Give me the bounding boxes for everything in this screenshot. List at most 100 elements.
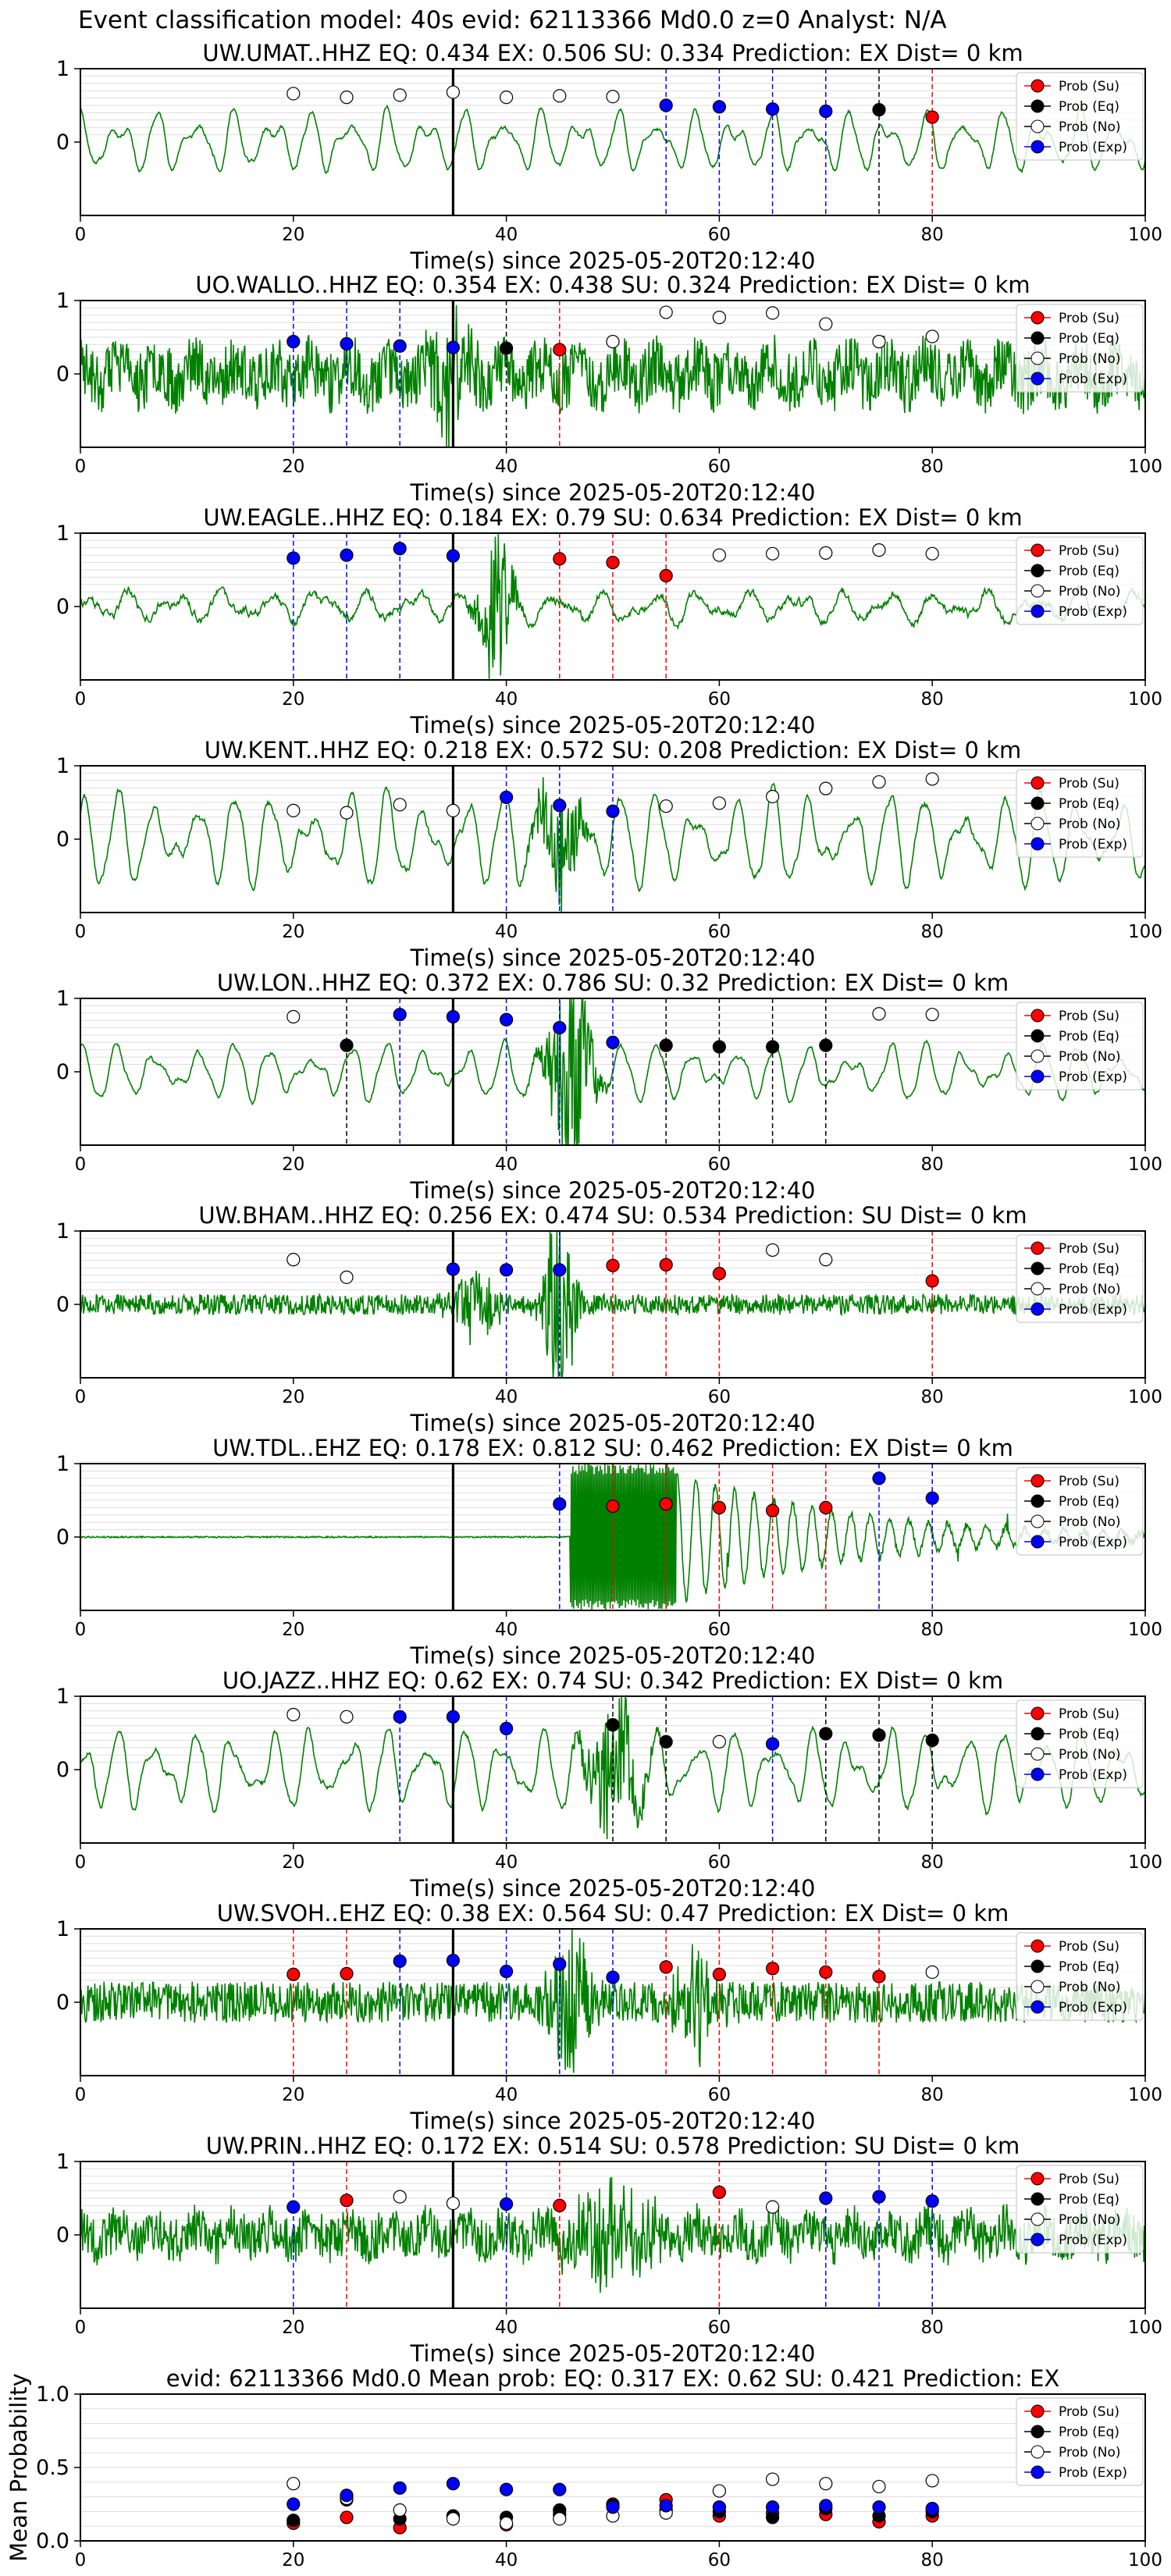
x-axis-label: Time(s) since 2025-05-20T20:12:40 xyxy=(410,247,816,274)
legend-label: Prob (No) xyxy=(1059,1980,1121,1995)
x-tick-label: 40 xyxy=(495,1620,518,1640)
prob-point-exp xyxy=(925,2194,939,2208)
panel-3: 0 20 40 60 80 100 1 0 UW.EAGLE..HHZ EQ: 0.184 EX… xyxy=(56,504,1162,738)
prob-point-no xyxy=(287,803,301,817)
prob-point-eq xyxy=(606,1718,620,1732)
legend-label: Prob (Exp) xyxy=(1059,2000,1127,2016)
legend-marker-eq xyxy=(1030,1727,1045,1741)
x-tick-label: 100 xyxy=(1128,2085,1162,2105)
x-tick-label: 40 xyxy=(495,2550,518,2571)
prob-point-eq xyxy=(925,1733,939,1747)
prob-point-exp xyxy=(925,1491,939,1505)
legend-label: Prob (Su) xyxy=(1059,776,1119,792)
prob-point-su xyxy=(606,1499,620,1514)
legend-label: Prob (Exp) xyxy=(1059,372,1127,387)
legend-label: Prob (Su) xyxy=(1059,1009,1119,1024)
legend-marker-su xyxy=(1030,1939,1045,1953)
prob-point-exp xyxy=(340,336,354,351)
legend-marker-exp xyxy=(1030,837,1045,851)
legend-marker-exp xyxy=(1030,372,1045,386)
legend-marker-eq xyxy=(1030,2425,1045,2439)
x-tick-label: 20 xyxy=(282,225,304,245)
prob-point-no xyxy=(340,1710,354,1724)
prob-point-no xyxy=(340,91,354,105)
x-tick-label: 60 xyxy=(708,457,731,477)
x-tick-label: 80 xyxy=(921,689,944,710)
legend-marker-exp xyxy=(1030,1069,1045,1083)
prob-point-eq xyxy=(340,1038,354,1052)
y-tick-label: 0 xyxy=(56,362,69,386)
x-tick-label: 20 xyxy=(282,922,304,942)
y-tick-label: 1 xyxy=(56,57,69,81)
prob-point-no xyxy=(446,2196,461,2211)
legend-marker-su xyxy=(1030,776,1045,790)
mean-point-exp xyxy=(553,2482,567,2496)
legend-box xyxy=(1016,536,1144,625)
x-tick-label: 80 xyxy=(921,2085,944,2105)
prob-point-su xyxy=(659,1258,673,1272)
legend-marker-su xyxy=(1030,311,1045,325)
x-tick-label: 80 xyxy=(921,1387,944,1407)
prob-point-exp xyxy=(446,340,461,354)
prob-point-exp xyxy=(287,335,301,349)
y-tick-label: 0 xyxy=(56,1525,69,1550)
prob-point-exp xyxy=(499,1263,514,1277)
prob-point-eq xyxy=(659,1735,673,1749)
prob-point-exp xyxy=(287,551,301,565)
legend-label: Prob (No) xyxy=(1059,1514,1121,1530)
legend-label: Prob (Exp) xyxy=(1059,1069,1127,1085)
x-tick-label: 0 xyxy=(75,1155,87,1175)
legend-label: Prob (Eq) xyxy=(1059,99,1119,115)
x-tick-label: 20 xyxy=(282,1852,304,1873)
legend-label: Prob (Eq) xyxy=(1059,1959,1119,1975)
legend-marker-eq xyxy=(1030,1029,1045,1043)
legend-box xyxy=(1016,2165,1144,2254)
prob-point-no xyxy=(712,1735,727,1749)
panel-10: 0 20 40 60 80 100 1 0 UW.PRIN..HHZ EQ: 0.172 EX:… xyxy=(56,2133,1162,2367)
panel-title: UW.PRIN..HHZ EQ: 0.172 EX: 0.514 SU: 0.5… xyxy=(206,2133,1020,2159)
x-tick-label: 0 xyxy=(75,457,87,477)
prob-point-eq xyxy=(819,1727,833,1741)
prob-point-no xyxy=(393,2190,407,2204)
x-tick-label: 60 xyxy=(708,922,731,942)
mean-point-no xyxy=(553,2512,567,2526)
legend-label: Prob (Exp) xyxy=(1059,1535,1127,1550)
legend-label: Prob (Eq) xyxy=(1059,1261,1119,1277)
prob-point-no xyxy=(819,781,833,795)
y-tick-label: 0.0 xyxy=(36,2529,69,2553)
x-tick-label: 0 xyxy=(75,1387,87,1407)
prob-point-no xyxy=(393,88,407,102)
prob-point-no xyxy=(712,311,727,325)
prob-point-exp xyxy=(553,1020,567,1035)
y-tick-label: 1 xyxy=(56,1219,69,1244)
prob-point-su xyxy=(659,568,673,583)
legend-marker-su xyxy=(1030,1706,1045,1720)
panel-title: UW.TDL..EHZ EQ: 0.178 EX: 0.812 SU: 0.46… xyxy=(212,1435,1013,1461)
prob-point-no xyxy=(287,87,301,101)
x-tick-label: 40 xyxy=(495,225,518,245)
legend-label: Prob (Exp) xyxy=(1059,2465,1127,2481)
legend-marker-exp xyxy=(1030,1535,1045,1549)
x-axis-label: Time(s) since 2025-05-20T20:12:40 xyxy=(410,1410,816,1436)
legend-label: Prob (Exp) xyxy=(1059,1302,1127,1318)
legend-label: Prob (Su) xyxy=(1059,1474,1119,1489)
panel-8: 0 20 40 60 80 100 1 0 UO.JAZZ..HHZ EQ: 0.62 EX: … xyxy=(56,1667,1162,1902)
prob-point-exp xyxy=(553,1497,567,1511)
panel-2: 0 20 40 60 80 100 1 0 UO.WALLO..HHZ EQ: 0.354 EX… xyxy=(56,272,1162,506)
prob-point-no xyxy=(765,1243,780,1258)
legend-marker-eq xyxy=(1030,796,1045,810)
legend-label: Prob (Eq) xyxy=(1059,564,1119,579)
panel-title: UW.UMAT..HHZ EQ: 0.434 EX: 0.506 SU: 0.3… xyxy=(202,40,1023,66)
x-tick-label: 20 xyxy=(282,1387,304,1407)
legend-label: Prob (Su) xyxy=(1059,79,1119,94)
mean-point-su xyxy=(340,2510,354,2524)
legend-box xyxy=(1016,1467,1144,1556)
legend-label: Prob (Exp) xyxy=(1059,140,1127,155)
y-tick-label: 1 xyxy=(56,1685,69,1709)
panel-9: 0 20 40 60 80 100 1 0 UW.SVOH..EHZ EQ: 0.38 EX: … xyxy=(56,1900,1162,2134)
mean-point-exp xyxy=(659,2499,673,2513)
y-tick-label: 0.5 xyxy=(36,2456,69,2480)
legend-marker-su xyxy=(1030,1241,1045,1255)
prob-point-no xyxy=(925,546,939,560)
